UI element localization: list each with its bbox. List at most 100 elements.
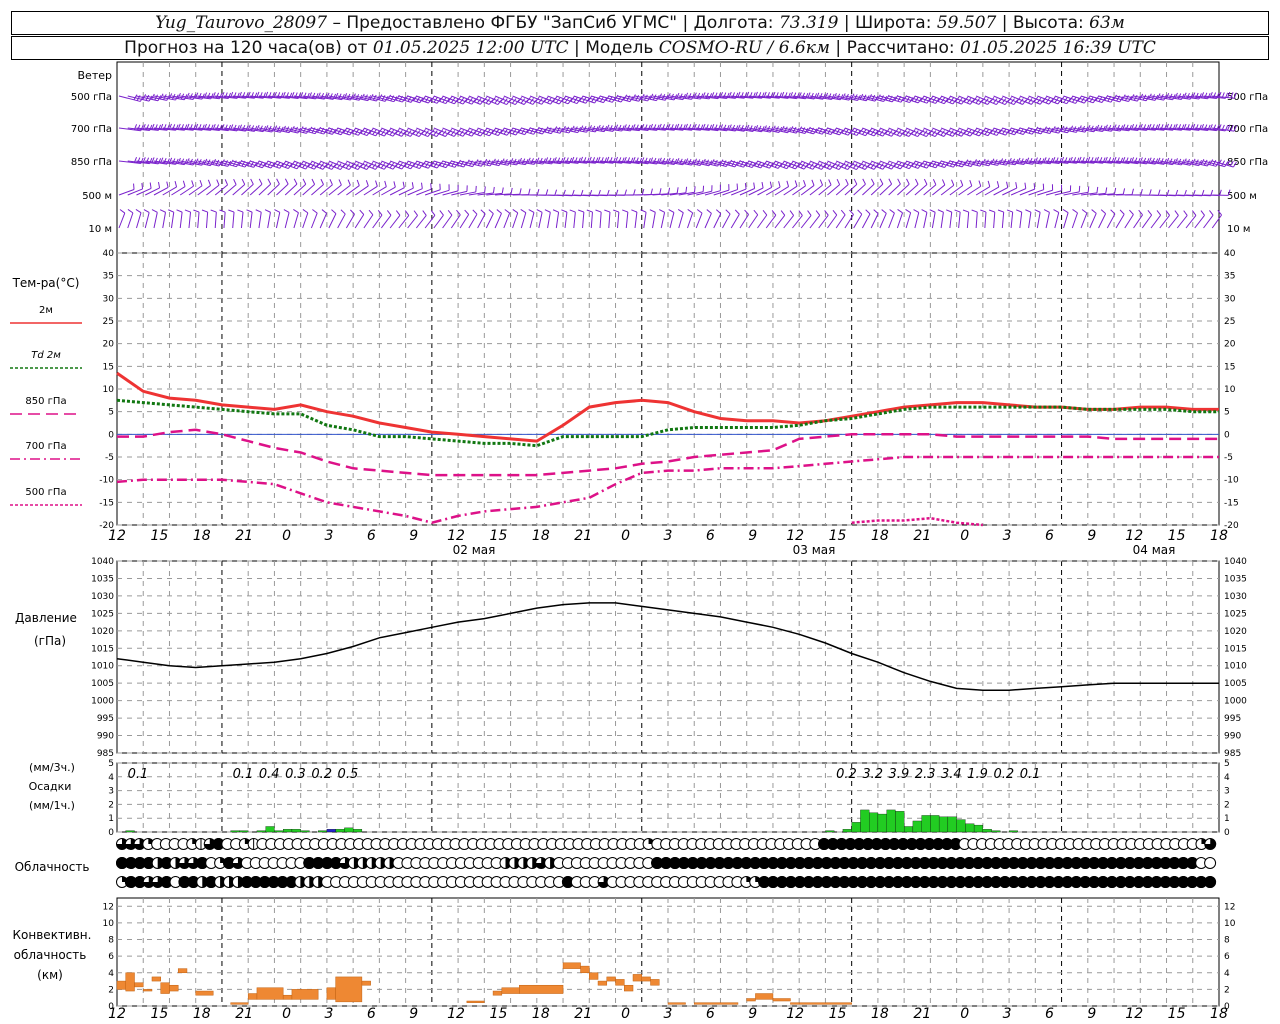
- wind-barb-feather: [386, 210, 392, 216]
- wind-barb: [774, 186, 789, 196]
- wind-barb: [354, 127, 376, 137]
- wind-barb: [328, 127, 350, 136]
- wind-barb-feather: [528, 188, 531, 195]
- temp-legend-label: Td 2м: [31, 350, 61, 361]
- wind-barb: [486, 127, 508, 136]
- wind-barb: [389, 127, 411, 137]
- wind-barb-feather: [940, 130, 945, 136]
- wind-barb-feather: [631, 209, 638, 213]
- cloud-symbol-fill: [187, 857, 199, 869]
- wind-barb: [984, 186, 1000, 196]
- wind-barb: [923, 212, 928, 229]
- wind-barb: [669, 212, 675, 229]
- temp-panel-xtick: 18: [1210, 528, 1228, 544]
- wind-barb-feather: [500, 96, 505, 103]
- wind-barb-feather: [1149, 189, 1152, 196]
- wind-barb-feather: [969, 180, 973, 187]
- temp-panel-ytick-right: -15: [1224, 498, 1239, 508]
- wind-barb: [975, 127, 997, 136]
- wind-barb-feather: [795, 127, 800, 134]
- wind-barb: [293, 127, 316, 135]
- wind-barb: [223, 160, 246, 168]
- temp-panel-ytick-right: 15: [1224, 362, 1235, 372]
- wind-barb-feather: [356, 179, 360, 186]
- temp-panel-xtick: 9: [1087, 528, 1096, 544]
- wind-barb: [293, 95, 316, 100]
- wind-barb-feather: [224, 179, 229, 186]
- wind-barb: [896, 212, 904, 229]
- wind-barb-feather: [1015, 182, 1018, 189]
- pressure-panel-ytick-left: 1025: [91, 609, 114, 619]
- precip-bar: [283, 829, 293, 833]
- wind-barb: [1185, 95, 1208, 100]
- wind-barb: [521, 95, 542, 105]
- wind-barb: [695, 212, 703, 229]
- pressure-panel-ytick-left: 985: [97, 749, 114, 759]
- wind-barb: [643, 95, 666, 101]
- wind-barb: [346, 185, 360, 196]
- wind-barb-feather: [853, 163, 858, 169]
- wind-barb: [1142, 160, 1165, 165]
- precip-bar: [895, 811, 905, 833]
- wind-barb-feather: [206, 159, 211, 166]
- precip-bar: [256, 830, 266, 833]
- wind-barb: [310, 212, 318, 229]
- wind-barb-feather: [199, 179, 203, 186]
- wind-barb-feather: [725, 161, 730, 167]
- wind-barb-feather: [365, 180, 369, 187]
- wind-barb: [127, 160, 150, 165]
- wind-barb-feather: [870, 178, 875, 185]
- wind-barb-feather: [819, 179, 824, 186]
- wind-barb: [556, 160, 579, 164]
- wind-barb: [267, 127, 290, 134]
- lat-value: 59.507: [936, 13, 997, 33]
- wind-barb-feather: [937, 209, 944, 213]
- wind-barb-feather: [342, 161, 348, 168]
- wind-barb-feather: [815, 210, 821, 216]
- conv-ylabel2: облачность: [14, 948, 87, 962]
- wind-barb: [1019, 160, 1042, 165]
- wind-barb-feather: [687, 209, 693, 214]
- wind-barb-feather: [647, 95, 652, 102]
- wind-barb: [433, 95, 455, 105]
- wind-barb: [450, 214, 461, 229]
- temp-panel-ytick-left: 15: [103, 362, 114, 372]
- wind-barb: [905, 127, 927, 138]
- wind-barb-feather: [1227, 189, 1231, 196]
- wind-barb: [1089, 192, 1106, 196]
- wind-barb: [442, 190, 459, 196]
- wind-barb: [337, 95, 360, 101]
- wind-barb: [285, 95, 308, 100]
- wind-barb-feather: [582, 126, 587, 132]
- wind-barb: [1054, 160, 1077, 164]
- forecast-label: Прогноз на 120 часа(ов) от: [124, 38, 368, 58]
- pressure-panel-ytick-right: 1010: [1224, 662, 1247, 672]
- wind-barb: [835, 160, 857, 171]
- precip-total: 0.5: [338, 767, 359, 782]
- wind-barb: [853, 213, 863, 229]
- wind-barb-feather: [881, 209, 887, 214]
- wind-barb: [766, 127, 788, 134]
- wind-barb-feather: [762, 210, 768, 216]
- wind-barb: [320, 127, 342, 136]
- pressure-panel-ytick-right: 985: [1224, 749, 1241, 759]
- wind-barb-feather: [854, 94, 858, 101]
- wind-barb: [704, 95, 727, 99]
- wind-barb-feather: [553, 126, 558, 132]
- wind-barb: [197, 185, 211, 196]
- wind-barb-feather: [960, 179, 964, 186]
- wind-barb: [433, 127, 455, 137]
- wind-barb: [914, 95, 936, 104]
- wind-barb: [1046, 160, 1069, 164]
- wind-barb: [940, 95, 962, 105]
- wind-barb: [424, 95, 446, 105]
- temp-panel-ytick-left: -15: [99, 498, 114, 508]
- wind-barb: [1124, 160, 1147, 165]
- wind-barb-feather: [744, 209, 749, 215]
- wind-barb: [870, 160, 892, 170]
- temp-panel-ytick-left: 40: [103, 249, 115, 259]
- wind-barb: [145, 160, 168, 165]
- wind-barb-feather: [794, 180, 798, 187]
- wind-barb: [136, 187, 152, 196]
- wind-barb: [1133, 160, 1156, 165]
